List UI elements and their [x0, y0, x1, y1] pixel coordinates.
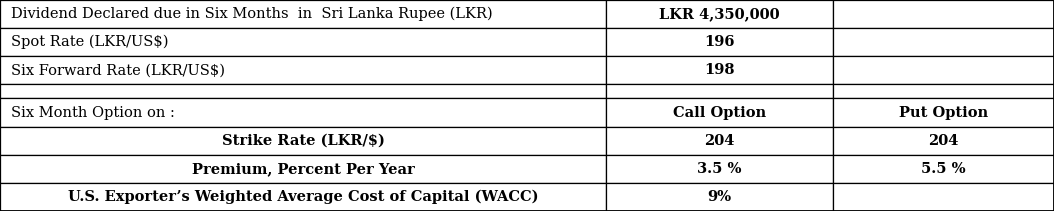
Text: 3.5 %: 3.5 %	[698, 162, 742, 176]
Bar	[606, 0, 833, 28]
Text: Spot Rate (LKR/US$): Spot Rate (LKR/US$)	[11, 35, 169, 49]
Bar	[606, 99, 833, 127]
Bar	[606, 183, 833, 211]
Bar	[0, 0, 606, 28]
Text: 204: 204	[929, 134, 958, 148]
Bar	[0, 28, 606, 56]
Bar	[833, 0, 1054, 28]
Text: Premium, Percent Per Year: Premium, Percent Per Year	[192, 162, 414, 176]
Bar	[0, 155, 606, 183]
Bar	[606, 155, 833, 183]
Bar	[833, 183, 1054, 211]
Bar	[833, 155, 1054, 183]
Text: Strike Rate (LKR/$): Strike Rate (LKR/$)	[222, 134, 385, 148]
Text: Six Month Option on :: Six Month Option on :	[11, 106, 175, 120]
Bar	[0, 127, 606, 155]
Text: Put Option: Put Option	[899, 106, 988, 120]
Bar	[833, 28, 1054, 56]
Text: 9%: 9%	[707, 190, 731, 204]
Bar	[833, 99, 1054, 127]
Text: 198: 198	[704, 63, 735, 77]
Bar	[0, 183, 606, 211]
Bar	[606, 28, 833, 56]
Text: LKR 4,350,000: LKR 4,350,000	[659, 7, 780, 21]
Text: 196: 196	[704, 35, 735, 49]
Bar	[0, 99, 606, 127]
Bar	[606, 127, 833, 155]
Text: Dividend Declared due in Six Months  in  Sri Lanka Rupee (LKR): Dividend Declared due in Six Months in S…	[11, 7, 492, 21]
Text: U.S. Exporter’s Weighted Average Cost of Capital (WACC): U.S. Exporter’s Weighted Average Cost of…	[69, 190, 539, 204]
Bar	[0, 84, 606, 99]
Text: Call Option: Call Option	[672, 106, 766, 120]
Text: 5.5 %: 5.5 %	[921, 162, 965, 176]
Bar	[606, 84, 833, 99]
Text: Six Forward Rate (LKR/US$): Six Forward Rate (LKR/US$)	[11, 63, 225, 77]
Bar	[0, 56, 606, 84]
Bar	[833, 56, 1054, 84]
Bar	[833, 84, 1054, 99]
Bar	[833, 127, 1054, 155]
Text: 204: 204	[704, 134, 735, 148]
Bar	[606, 56, 833, 84]
